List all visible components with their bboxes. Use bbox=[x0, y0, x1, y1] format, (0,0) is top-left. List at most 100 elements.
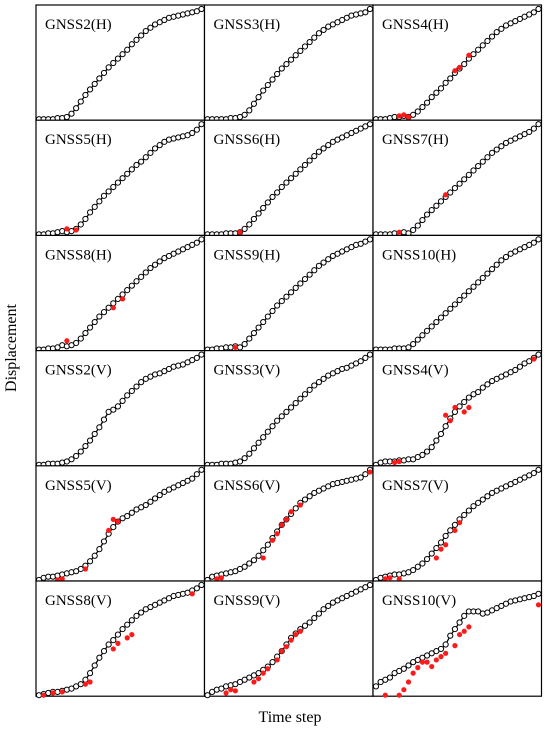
data-point bbox=[475, 499, 482, 506]
red-point bbox=[410, 670, 416, 676]
data-point bbox=[419, 103, 426, 111]
data-point bbox=[362, 471, 369, 478]
x-axis-label: Time step bbox=[259, 709, 322, 726]
panel-frame bbox=[203, 465, 374, 582]
data-point bbox=[128, 166, 135, 173]
red-point bbox=[251, 679, 257, 685]
data-point bbox=[456, 180, 463, 187]
data-point bbox=[96, 654, 103, 661]
data-point bbox=[292, 170, 299, 177]
data-point bbox=[264, 541, 271, 548]
data-point bbox=[96, 313, 103, 320]
data-point bbox=[301, 622, 309, 629]
data-point bbox=[86, 670, 94, 677]
data-point bbox=[274, 417, 281, 424]
red-point bbox=[82, 681, 89, 687]
data-point bbox=[447, 189, 454, 196]
data-point bbox=[447, 632, 454, 639]
data-point bbox=[470, 283, 477, 290]
red-point bbox=[443, 650, 449, 656]
data-point bbox=[442, 310, 449, 317]
data-point bbox=[133, 612, 140, 619]
data-point bbox=[86, 86, 94, 93]
data-point bbox=[82, 442, 89, 450]
data-point bbox=[493, 261, 500, 268]
data-point bbox=[433, 437, 440, 444]
data-point bbox=[198, 121, 205, 128]
data-point bbox=[320, 606, 327, 613]
data-point bbox=[255, 552, 262, 559]
panel-title: GNSS7(H) bbox=[382, 132, 449, 148]
red-point bbox=[456, 631, 463, 638]
data-point bbox=[241, 111, 248, 118]
red-point bbox=[401, 687, 407, 693]
data-point bbox=[498, 257, 505, 264]
data-point bbox=[535, 351, 542, 358]
red-point bbox=[531, 356, 537, 362]
data-point bbox=[437, 85, 445, 92]
panel-frame bbox=[372, 119, 543, 236]
data-point bbox=[461, 511, 468, 519]
data-point bbox=[250, 215, 258, 223]
data-point bbox=[311, 614, 318, 622]
red-point bbox=[50, 690, 56, 696]
data-point bbox=[114, 295, 122, 303]
data-point bbox=[105, 304, 112, 311]
data-point bbox=[246, 221, 253, 228]
data-point bbox=[91, 662, 98, 669]
data-point bbox=[530, 125, 537, 132]
data-point bbox=[297, 47, 304, 54]
red-point bbox=[382, 692, 388, 698]
data-point bbox=[437, 645, 445, 653]
data-point bbox=[77, 681, 84, 688]
data-point bbox=[479, 42, 486, 49]
data-point bbox=[465, 171, 472, 178]
data-point bbox=[260, 547, 267, 554]
panel-title: GNSS4(H) bbox=[382, 17, 449, 33]
data-point bbox=[147, 149, 154, 156]
data-point bbox=[105, 641, 112, 648]
data-point bbox=[423, 211, 431, 218]
data-point bbox=[428, 550, 435, 557]
data-point bbox=[236, 344, 244, 351]
data-point bbox=[470, 51, 477, 58]
data-point bbox=[461, 612, 468, 619]
data-point bbox=[250, 329, 258, 337]
data-point bbox=[142, 154, 149, 161]
y-axis-label: Displacement bbox=[3, 303, 20, 392]
data-point bbox=[105, 188, 112, 195]
data-point bbox=[189, 129, 196, 137]
red-point bbox=[274, 657, 280, 663]
red-point bbox=[401, 112, 407, 118]
red-point bbox=[119, 296, 126, 302]
data-point bbox=[301, 275, 309, 283]
data-point bbox=[138, 158, 145, 165]
data-point bbox=[320, 145, 327, 152]
data-point bbox=[526, 358, 533, 365]
data-point bbox=[475, 279, 482, 286]
red-point bbox=[424, 659, 430, 665]
red-point bbox=[189, 591, 195, 597]
data-point bbox=[133, 383, 140, 390]
data-point bbox=[278, 183, 285, 191]
data-point bbox=[110, 406, 117, 413]
panel: GNSS7(H) bbox=[372, 119, 543, 238]
data-point bbox=[320, 26, 327, 34]
data-point bbox=[110, 183, 117, 191]
data-point bbox=[142, 27, 149, 35]
data-point bbox=[124, 170, 131, 177]
panel-title: GNSS8(H) bbox=[45, 247, 112, 263]
red-point bbox=[274, 531, 280, 537]
data-point bbox=[306, 619, 313, 626]
data-point bbox=[428, 323, 435, 330]
data-point bbox=[86, 437, 94, 444]
data-point bbox=[260, 434, 267, 441]
data-point bbox=[292, 399, 299, 407]
data-point bbox=[465, 507, 472, 514]
data-point bbox=[269, 76, 276, 83]
data-point bbox=[156, 142, 163, 149]
red-point bbox=[260, 670, 266, 676]
data-point bbox=[255, 210, 262, 217]
data-point bbox=[437, 430, 445, 438]
data-point bbox=[77, 335, 84, 342]
